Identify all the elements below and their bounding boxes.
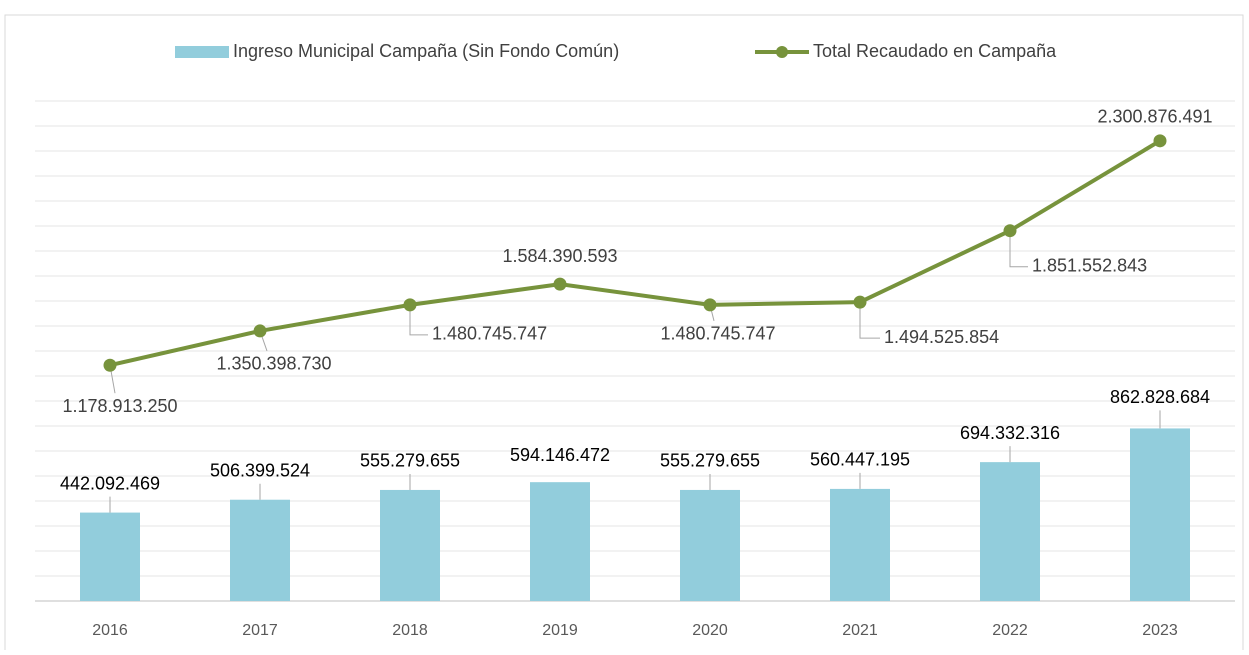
bar xyxy=(830,488,890,601)
bar xyxy=(1130,428,1190,601)
bar xyxy=(980,462,1040,601)
frame xyxy=(4,14,1244,655)
data-label: 1.851.552.843 xyxy=(1032,255,1147,275)
data-label: 442.092.469 xyxy=(60,473,160,493)
leader-line xyxy=(859,302,880,339)
point xyxy=(1153,134,1167,148)
x-tick-label: 2023 xyxy=(1142,622,1178,639)
data-label: 1.494.525.854 xyxy=(884,327,999,347)
data-label: 2.300.876.491 xyxy=(1097,107,1212,127)
x-tick-label: 2016 xyxy=(92,622,128,639)
data-label: 1.178.913.250 xyxy=(62,396,177,416)
point xyxy=(253,324,267,338)
point xyxy=(553,277,567,291)
data-label: 1.480.745.747 xyxy=(660,324,775,344)
data-label: 1.350.398.730 xyxy=(216,354,331,374)
legend-swatch xyxy=(776,46,788,58)
data-label: 506.399.524 xyxy=(210,460,310,480)
x-tick-label: 2017 xyxy=(242,622,278,639)
bar xyxy=(680,489,740,601)
legend-swatch xyxy=(175,46,229,58)
data-label: 555.279.655 xyxy=(660,451,760,471)
x-tick-label: 2020 xyxy=(692,622,728,639)
point xyxy=(703,298,717,312)
x-tick-label: 2022 xyxy=(992,622,1028,639)
data-label: 862.828.684 xyxy=(1110,387,1210,407)
point xyxy=(1003,224,1017,238)
bar xyxy=(380,489,440,601)
bar xyxy=(530,482,590,601)
data-label: 1.584.390.593 xyxy=(502,246,617,266)
data-label: 555.279.655 xyxy=(360,451,460,471)
legend-label: Ingreso Municipal Campaña (Sin Fondo Com… xyxy=(233,41,619,61)
point xyxy=(853,295,867,309)
bar xyxy=(80,512,140,601)
point xyxy=(403,298,417,312)
x-tick-label: 2021 xyxy=(842,622,878,639)
data-label: 594.146.472 xyxy=(510,445,610,465)
data-label: 694.332.316 xyxy=(960,423,1060,443)
legend-label: Total Recaudado en Campaña xyxy=(813,41,1057,61)
data-label: 560.447.195 xyxy=(810,450,910,470)
x-tick-label: 2019 xyxy=(542,622,578,639)
leader-line xyxy=(1009,230,1028,268)
leader-line xyxy=(409,304,428,336)
x-tick-label: 2018 xyxy=(392,622,428,639)
data-label: 1.480.745.747 xyxy=(432,324,547,344)
point xyxy=(103,358,117,372)
line xyxy=(109,139,1162,368)
bar xyxy=(230,499,290,601)
